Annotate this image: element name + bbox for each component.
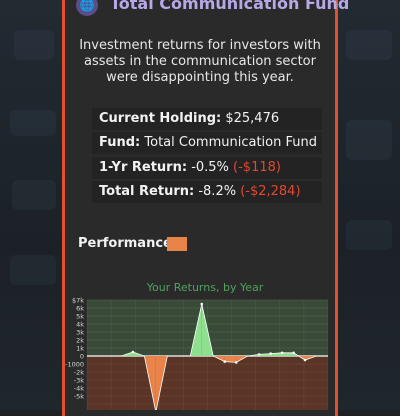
stat-amount: (-$2,284) (240, 184, 301, 199)
y-tick-label: 3k (76, 329, 84, 337)
background-card (346, 120, 392, 160)
stat-amount: (-$118) (233, 160, 281, 175)
background-card (12, 180, 56, 210)
area-segment (247, 354, 260, 356)
y-tick-label: -5k (74, 393, 84, 401)
background-right (338, 0, 400, 410)
y-tick-label: 6k (76, 305, 84, 313)
performance-label: Performance (78, 236, 172, 251)
y-tick-label: -4k (74, 385, 84, 393)
performance-swatch[interactable] (167, 237, 187, 251)
background-left (0, 0, 62, 410)
stat-value: -8.2% (198, 184, 237, 199)
data-point (223, 360, 227, 363)
fund-description: Investment returns for investors with as… (79, 38, 321, 85)
y-tick-label: 4k (76, 321, 84, 329)
stat-value: $25,476 (225, 111, 280, 126)
stat-current-holding: Current Holding: $25,476 (92, 108, 322, 130)
data-point (234, 361, 238, 364)
chart-title: Your Returns, by Year (146, 281, 264, 294)
data-point (292, 351, 295, 355)
stat-value: -0.5% (191, 160, 229, 175)
stat-label: Fund: (99, 135, 141, 150)
y-tick-label: 1k (76, 345, 84, 353)
background-card (14, 30, 54, 60)
y-tick-label: -2k (74, 369, 84, 377)
y-tick-label: 2k (76, 337, 84, 345)
y-tick-label: 0 (80, 353, 84, 361)
series-line (87, 303, 328, 410)
y-tick-label: 5k (76, 313, 84, 321)
data-point (257, 353, 261, 356)
data-point (303, 358, 307, 362)
background-card (346, 220, 392, 250)
area-segment (282, 352, 294, 356)
stat-value: Total Communication Fund (144, 135, 317, 150)
stat-label: Current Holding: (99, 111, 222, 126)
background-card (10, 255, 56, 285)
area-segment (224, 356, 237, 363)
data-point (280, 351, 284, 355)
background-card (346, 30, 392, 60)
plot-negative-region (87, 356, 328, 410)
data-point (131, 350, 135, 354)
fund-title: Total Communication Fund (110, 0, 350, 13)
stat-total-return: Total Return: -8.2% (-$2,284) (92, 181, 322, 203)
stat-one-year-return: 1-Yr Return: -0.5% (-$118) (92, 157, 322, 179)
stat-fund: Fund: Total Communication Fund (92, 132, 322, 154)
area-segment (298, 356, 306, 360)
y-tick-label: -1000 (65, 361, 84, 369)
y-tick-label: -3k (74, 377, 84, 385)
data-point (200, 302, 204, 306)
background-card (10, 110, 56, 136)
stat-label: 1-Yr Return: (99, 160, 188, 175)
y-tick-label: $7k (72, 297, 84, 305)
globe-icon: 🌐 (76, 0, 98, 16)
stat-label: Total Return: (99, 184, 195, 199)
data-point (269, 352, 272, 355)
